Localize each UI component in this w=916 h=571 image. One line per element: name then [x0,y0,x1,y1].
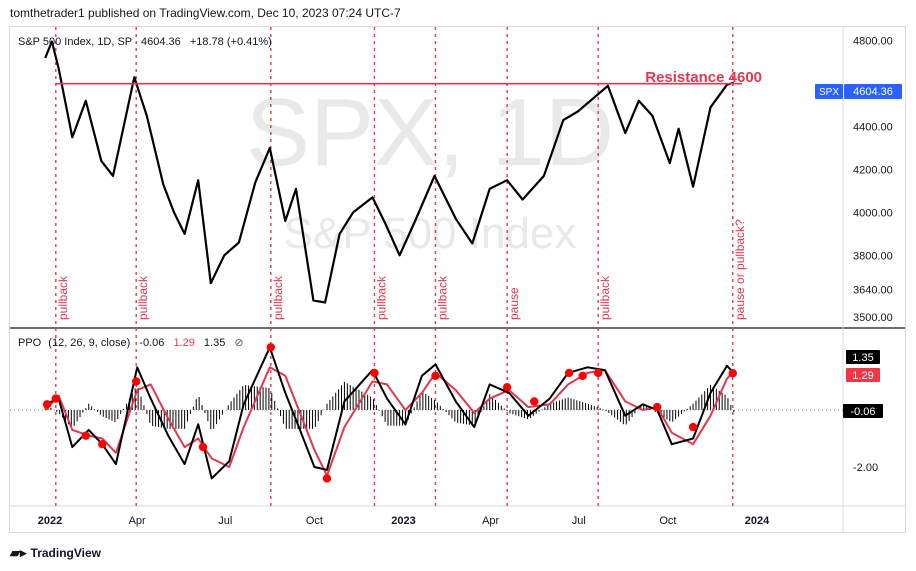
chart-frame[interactable] [9,26,906,533]
ppo-marker-dot [370,368,379,378]
price-axis-tick: 3500.00 [853,312,893,324]
symbol-watermark: SPX, 1D [246,79,614,186]
time-axis-tick: 2022 [38,515,62,527]
time-axis-tick: Oct [306,515,323,527]
ppo-marker-dot [51,394,61,403]
ppo-marker-dot [431,371,440,380]
ppo-signal-tag-text: 1.29 [852,370,873,382]
price-legend: S&P 500 Index, 1D, SP 4604.36 +18.78 (+0… [18,36,272,48]
ppo-marker-dot [653,402,662,412]
hide-icon[interactable]: ⊘ [234,337,243,349]
ppo-legend: PPO (12, 26, 9, close) -0.06 1.29 1.35 ⊘ [18,337,244,349]
ppo-marker-dot [502,383,512,392]
ppo-title: PPO [18,337,42,349]
ppo-signal-tag[interactable]: 1.29 [846,368,880,382]
svg-text:PPO (12, 26, 9, close): PPO (12, 26, 9, close) -0.06 1.29 1.35 ⊘ [18,337,244,349]
ppo-marker-dot [42,400,52,409]
symbol-tag[interactable]: SPX [815,84,843,99]
ppo-line-value: 1.35 [204,337,225,349]
ppo-main-line [44,346,735,480]
time-axis-tick: 2024 [745,515,770,527]
price-change: +18.78 (+0.41%) [190,36,272,48]
publisher-line: tomthetrader1 published on TradingView.c… [10,6,401,20]
time-axis-tick: Apr [482,515,499,527]
price-tag-text: 4604.36 [853,86,893,98]
ppo-marker-dot [688,422,698,432]
ppo-marker-dot [728,369,737,378]
ppo-params: (12, 26, 9, close) [48,337,130,349]
ppo-hist-value: -0.06 [139,337,164,349]
pullback-lines-layer: pullback pullback pullback pullback pullback… [55,27,747,506]
ppo-marker-dot [98,440,107,449]
pullback-label: pullback [56,275,70,320]
pullback-label: pullback [136,275,150,320]
time-axis-tick: Jul [218,515,232,527]
ppo-hist-tag-text: -0.06 [850,406,875,418]
tradingview-logo-text: TradingView [30,546,101,560]
symbol-tag-text: SPX [819,87,839,98]
tradingview-logo-icon: ▰▸ [10,545,27,560]
ppo-marker-dot [266,343,276,352]
ppo-marker-dot [593,368,603,378]
ppo-pane[interactable] [10,343,843,483]
time-axis-tick: 2023 [391,515,415,527]
price-pane[interactable] [44,40,735,304]
axes-layer: 4800.00 4400.00 4200.00 4000.00 3800.00 3640.… [38,36,893,527]
ppo-marker-dot [198,442,208,452]
ppo-hist-tag[interactable]: -0.06 [843,404,883,418]
svg-text:S&P 500 Index, 1D, SP 46: S&P 500 Index, 1D, SP 4604.36 +18.78 (+0… [18,36,272,48]
pullback-label: pullback [435,275,449,320]
ppo-signal-value: 1.29 [173,337,194,349]
price-axis-tick: 4800.00 [853,36,893,48]
pullback-label: pullback [374,275,388,320]
ppo-marker-dot [530,397,539,406]
last-price: 4604.36 [141,36,181,48]
price-axis-tick: 4200.00 [853,164,893,176]
symbol-watermark-sub: S&P 500 Index [284,209,577,258]
ppo-line-tag-text: 1.35 [852,352,873,364]
ppo-marker-dot [564,368,574,378]
price-axis-tick: 3800.00 [853,250,893,262]
price-axis-tick: 3640.00 [853,285,893,297]
resistance-label: Resistance 4600 [645,69,762,86]
ppo-marker-dot [578,371,587,380]
ppo-marker-dot [322,474,332,483]
symbol-title: S&P 500 Index, 1D, SP [18,36,132,48]
price-series-line [44,40,735,304]
price-tag[interactable]: 4604.36 [844,84,902,99]
pullback-label: pause [507,287,521,320]
time-axis-tick: Jul [572,515,586,527]
time-axis-tick: Oct [659,515,676,527]
time-axis-tick: Apr [129,515,146,527]
price-axis-tick: 4000.00 [853,207,893,219]
ppo-line-tag[interactable]: 1.35 [846,350,880,364]
ppo-marker-dot [81,431,91,440]
pullback-label: pause or pullback? [733,219,747,320]
pullback-label: pullback [598,275,612,320]
tradingview-logo[interactable]: ▰▸ TradingView [10,545,101,561]
pullback-label: pullback [271,275,285,320]
ppo-marker-dot [131,377,141,386]
price-axis-tick: 4400.00 [853,122,893,134]
ppo-axis-tick: -2.00 [853,462,878,474]
ppo-signal-line [44,366,735,477]
